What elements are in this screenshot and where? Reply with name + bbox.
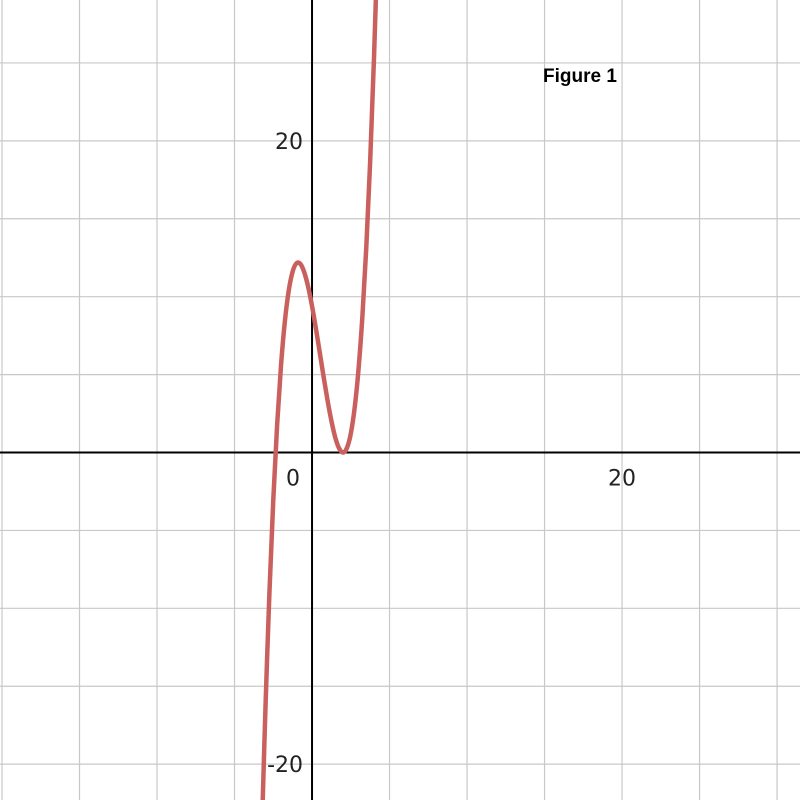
y-tick-label: -20: [267, 753, 303, 778]
y-tick-label: 20: [275, 130, 303, 155]
x-tick-label: 20: [608, 467, 636, 492]
curve-layer: [260, 0, 379, 800]
function-curve: [260, 0, 379, 800]
chart-title: Figure 1: [543, 66, 617, 87]
x-tick-label: 0: [286, 467, 300, 492]
tick-labels: 0 20 20 -20: [267, 130, 636, 778]
